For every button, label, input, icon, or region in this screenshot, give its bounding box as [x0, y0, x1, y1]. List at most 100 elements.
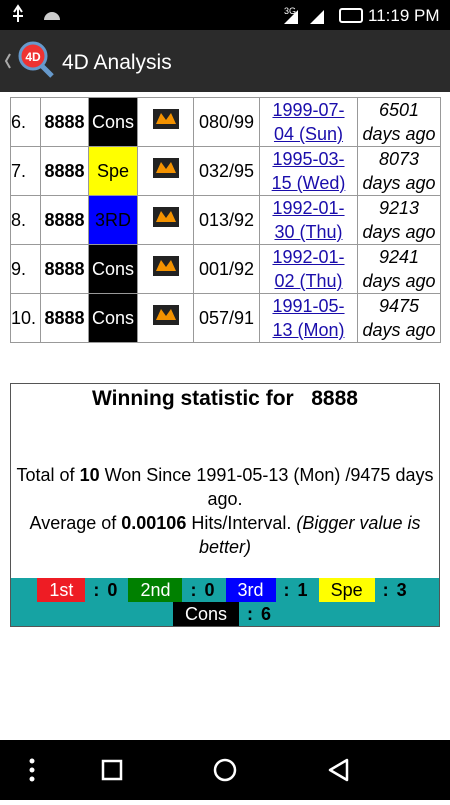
separator: : [93, 580, 100, 600]
statistic-box: Winning statistic for 8888 Total of 10 W… [10, 383, 440, 627]
draw-no: 032/95 [193, 146, 260, 196]
count-label: 2nd [128, 578, 183, 602]
prize: Cons [88, 97, 138, 147]
days-line: 8073 [378, 149, 420, 169]
date-line[interactable]: 15 (Wed) [271, 173, 346, 193]
days-line: days ago [362, 222, 436, 242]
separator: : [382, 580, 389, 600]
rank: 6. [10, 97, 41, 147]
results-table: 6. 8888 Cons 080/99 1999-07- 04 (Sun) 6501 days… [10, 97, 441, 343]
date-line[interactable]: 1992-01- [272, 198, 345, 218]
status-icons: 3G 11:19 PM [13, 4, 440, 25]
separator: : [247, 604, 253, 624]
date-line[interactable]: 1992-01- [272, 247, 345, 267]
prize: Cons [88, 293, 138, 343]
days-line: days ago [362, 320, 436, 340]
rank: 9. [10, 244, 41, 294]
days-ago: 8073 days ago [357, 146, 441, 196]
number: 8888 [40, 97, 89, 147]
count-value: 6 [261, 604, 272, 624]
days-line: 9241 [378, 247, 420, 267]
average-prefix: Average of [29, 513, 117, 533]
date-line[interactable]: 1999-07- [272, 100, 345, 120]
home-button[interactable] [213, 758, 237, 782]
average-value: 0.00106 [121, 513, 187, 533]
result-row[interactable]: 9. 8888 Cons 001/92 1992-01- 02 (Thu) 9241 days… [10, 244, 441, 294]
date-line[interactable]: 1991-05- [272, 296, 345, 316]
operator-logo [137, 195, 194, 245]
logo [152, 158, 179, 178]
prize: Spe [88, 146, 138, 196]
logo [152, 109, 179, 129]
draw-date[interactable]: 1995-03- 15 (Wed) [259, 146, 358, 196]
count-label: Cons [172, 602, 239, 626]
date-line[interactable]: 02 (Thu) [274, 271, 343, 291]
stat-title: Winning statistic for [92, 387, 294, 410]
number: 8888 [40, 244, 89, 294]
app-title[interactable]: 4D Analysis [62, 51, 172, 74]
result-row[interactable]: 10. 8888 Cons 057/91 1991-05- 13 (Mon) 9475 day… [10, 293, 441, 343]
draw-date[interactable]: 1992-01- 02 (Thu) [259, 244, 358, 294]
number: 8888 [40, 195, 89, 245]
days-ago: 9213 days ago [357, 195, 441, 245]
total-suffix: Won Since 1991-05-13 (Mon) /9475 days ag… [104, 465, 434, 509]
draw-no: 057/91 [193, 293, 260, 343]
count-label: Spe [318, 578, 375, 602]
days-line: days ago [362, 173, 436, 193]
days-ago: 9475 days ago [357, 293, 441, 343]
count-value: 0 [107, 580, 118, 600]
count-label: 3rd [225, 578, 276, 602]
days-line: 6501 [378, 100, 420, 120]
action-bar-svg: 4D 4D Analysis [4, 41, 172, 78]
average-note: (Bigger value is better) [198, 513, 421, 557]
prize: Cons [88, 244, 138, 294]
draw-date[interactable]: 1992-01- 30 (Thu) [259, 195, 358, 245]
count-value: 0 [204, 580, 215, 600]
overview-button[interactable] [101, 759, 123, 781]
draw-no: 013/92 [193, 195, 260, 245]
total-prefix: Total of [16, 465, 75, 485]
date-line[interactable]: 1995-03- [272, 149, 345, 169]
rank: 10. [10, 293, 41, 343]
count-bar: 1st:0 2nd:0 3rd:1 Spe:3 Cons:6 [11, 578, 439, 626]
action-bar: 4D 4D Analysis [0, 30, 450, 92]
logo [152, 207, 179, 227]
count-value: 3 [396, 580, 407, 600]
total-count: 10 [79, 465, 100, 485]
nav-bar [0, 740, 450, 800]
draw-date[interactable]: 1991-05- 13 (Mon) [259, 293, 358, 343]
stat-total: Total of 10 Won Since 1991-05-13 (Mon) /… [11, 463, 439, 511]
network-type: 3G [284, 6, 296, 16]
date-line[interactable]: 04 (Sun) [273, 124, 344, 144]
stat-average: Average of 0.00106 Hits/Interval. (Bigge… [11, 511, 439, 559]
clock: 11:19 PM [368, 6, 440, 25]
days-line: 9213 [378, 198, 420, 218]
content: 6. 8888 Cons 080/99 1999-07- 04 (Sun) 6501 days… [0, 92, 450, 740]
draw-no: 080/99 [193, 97, 260, 147]
operator-logo [137, 97, 194, 147]
rank: 7. [10, 146, 41, 196]
back-button[interactable] [328, 758, 349, 782]
prize: 3RD [88, 195, 138, 245]
date-line[interactable]: 13 (Mon) [272, 320, 345, 340]
logo [152, 256, 179, 276]
number: 8888 [40, 293, 89, 343]
result-row[interactable]: 6. 8888 Cons 080/99 1999-07- 04 (Sun) 6501 days… [10, 97, 441, 147]
draw-date[interactable]: 1999-07- 04 (Sun) [259, 97, 358, 147]
days-line: 9475 [378, 296, 420, 316]
operator-logo [137, 244, 194, 294]
draw-no: 001/92 [193, 244, 260, 294]
average-suffix: Hits/Interval. [191, 513, 292, 533]
result-row[interactable]: 8. 8888 3RD 013/92 1992-01- 30 (Thu) 9213 days … [10, 195, 441, 245]
nav-icons [29, 758, 349, 782]
number: 8888 [40, 146, 89, 196]
result-row[interactable]: 7. 8888 Spe 032/95 1995-03- 15 (Wed) 8073 days … [10, 146, 441, 196]
count-label: 1st [37, 578, 86, 602]
days-line: days ago [362, 124, 436, 144]
operator-logo [137, 146, 194, 196]
status-bar: 3G 11:19 PM [0, 0, 450, 30]
app-icon-label: 4D [25, 50, 41, 64]
rank: 8. [10, 195, 41, 245]
date-line[interactable]: 30 (Thu) [274, 222, 343, 242]
days-ago: 6501 days ago [357, 97, 441, 147]
